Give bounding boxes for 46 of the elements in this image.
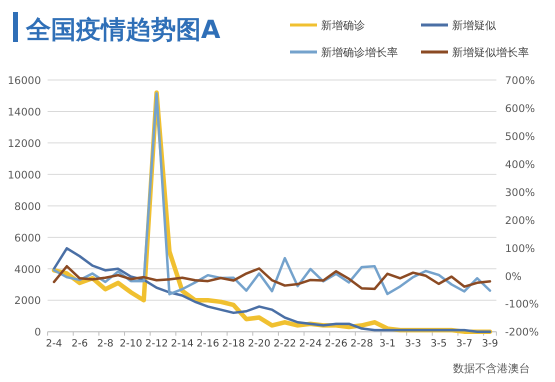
x-tick-label: 2-14 [170, 338, 194, 350]
x-tick-label: 2-10 [120, 338, 142, 350]
line-series [52, 265, 492, 290]
x-tick-label: 2-16 [196, 338, 220, 350]
x-tick-label: 2-24 [299, 338, 322, 350]
x-tick-label: 3-5 [430, 338, 447, 350]
line-series [52, 92, 492, 296]
legend-label: 新增确诊增长率 [321, 46, 398, 59]
y2-tick-label: -200% [505, 326, 539, 339]
y-tick-label: 8000 [14, 200, 41, 213]
x-tick-label: 3-3 [404, 338, 422, 350]
text: 数据不含港澳台 [453, 362, 530, 375]
y2-tick-label: 600% [505, 102, 536, 115]
x-tick-label: 2-8 [97, 338, 114, 350]
x-tick-label: 3-9 [482, 338, 498, 350]
legend-label: 新增疑似增长率 [452, 46, 529, 59]
y-tick-label: 4000 [14, 264, 41, 276]
y-tick-label: 6000 [14, 232, 41, 244]
legend-label: 新增确诊 [321, 19, 365, 32]
y-tick-label: 10000 [8, 169, 41, 182]
x-tick-label: 3-7 [456, 338, 473, 350]
x-tick-label: 2-6 [71, 338, 88, 350]
x-tick-label: 3-1 [379, 338, 396, 350]
y-tick-label: 2000 [14, 295, 41, 308]
line-series [52, 247, 492, 333]
x-tick-label: 2-26 [324, 338, 348, 350]
chart-title: 全国疫情趋势图A [25, 15, 221, 44]
x-tick-label: 2-4 [46, 338, 62, 350]
y2-tick-label: 0% [505, 270, 522, 283]
y2-tick-label: 300% [505, 186, 536, 199]
y2-tick-label: 200% [505, 214, 536, 227]
y2-tick-label: 500% [505, 130, 536, 143]
y2-tick-label: 700% [505, 75, 536, 87]
legend-label: 新增疑似 [452, 19, 496, 32]
y2-tick-label: 400% [505, 158, 536, 171]
x-tick-label: 2-18 [222, 338, 245, 350]
y-tick-label: 12000 [8, 138, 41, 150]
y-tick-label: 16000 [8, 75, 41, 87]
y2-tick-label: 100% [505, 242, 536, 255]
y-tick-label: 0 [34, 326, 41, 339]
x-tick-label: 2-12 [145, 338, 168, 350]
x-tick-label: 2-20 [248, 338, 271, 350]
y-tick-label: 14000 [8, 106, 41, 118]
y2-tick-label: -100% [505, 298, 539, 311]
x-tick-label: 2-22 [273, 338, 296, 350]
x-tick-label: 2-28 [350, 338, 374, 350]
